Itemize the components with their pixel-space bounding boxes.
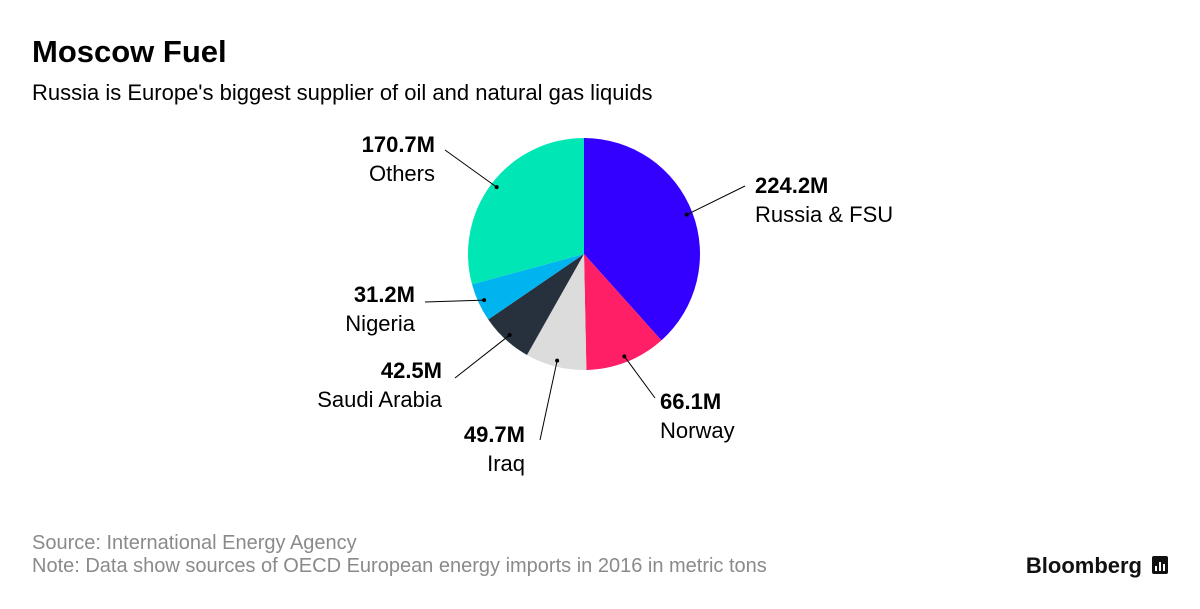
chart-title: Moscow Fuel <box>32 34 227 69</box>
chart-subtitle: Russia is Europe's biggest supplier of o… <box>32 80 653 105</box>
slice <box>488 254 584 356</box>
value-label: 66.1M <box>660 389 721 414</box>
value-label: 31.2M <box>354 282 415 307</box>
slice <box>468 138 584 285</box>
leader-dot <box>482 298 487 303</box>
leader-dot <box>507 333 512 338</box>
slice-label: Iraq <box>487 451 525 476</box>
slice <box>472 254 584 320</box>
leader-dot <box>494 185 499 190</box>
note: Note: Data show sources of OECD European… <box>32 555 767 577</box>
leader-dot <box>622 354 627 359</box>
value-label: 224.2M <box>755 173 828 198</box>
slice-label: Russia & FSU <box>755 202 893 227</box>
source: Source: International Energy Agency <box>32 532 357 554</box>
pie: 224.2M Russia & FSU 66.1M Norway 49.7M Iraq 42… <box>317 132 893 476</box>
value-label: 170.7M <box>362 132 435 157</box>
slice-label: Saudi Arabia <box>317 387 443 412</box>
value-label: 49.7M <box>464 422 525 447</box>
slice <box>526 254 587 370</box>
leader-dot <box>684 212 689 217</box>
value-label: 42.5M <box>381 358 442 383</box>
leader-line <box>539 360 558 441</box>
leader-line <box>444 149 497 188</box>
slice-label: Norway <box>660 418 735 443</box>
leader-line <box>623 356 656 399</box>
slice <box>584 254 662 370</box>
leader-line <box>454 334 510 379</box>
leader-line <box>686 185 746 216</box>
leader-dot <box>555 358 560 363</box>
brand: Bloomberg <box>1026 553 1142 578</box>
leader-line <box>424 299 485 303</box>
slice <box>584 138 700 341</box>
slice-label: Others <box>369 161 435 186</box>
brand-icon <box>1152 556 1168 574</box>
slice-label: Nigeria <box>345 311 415 336</box>
